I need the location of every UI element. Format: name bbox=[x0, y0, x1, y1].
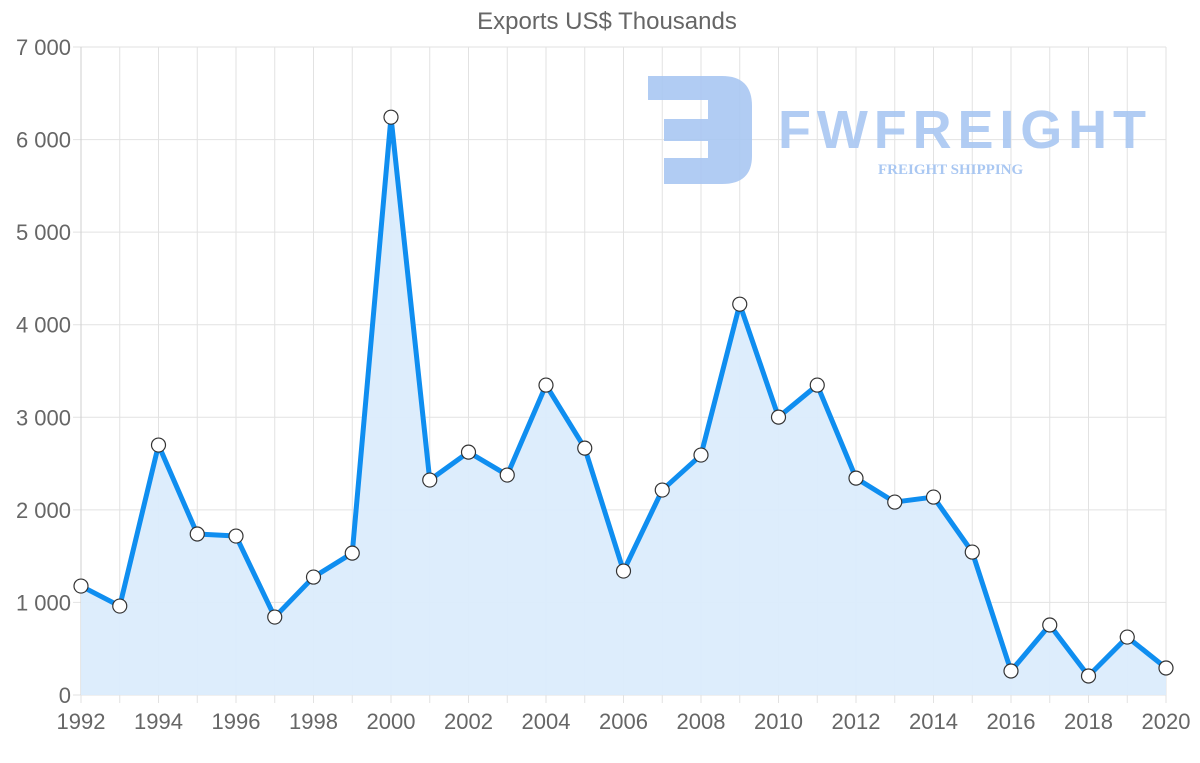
data-point[interactable] bbox=[267, 609, 283, 625]
data-point[interactable] bbox=[305, 569, 322, 585]
data-point[interactable] bbox=[112, 598, 128, 614]
data-point[interactable] bbox=[809, 377, 825, 393]
y-tick-label: 7 000 bbox=[16, 35, 71, 60]
data-point[interactable] bbox=[964, 544, 980, 560]
area-fill bbox=[81, 117, 1166, 696]
y-tick-label: 1 000 bbox=[16, 590, 71, 615]
y-tick-label: 6 000 bbox=[16, 128, 71, 153]
data-point[interactable] bbox=[1080, 668, 1097, 684]
chart-title: Exports US$ Thousands bbox=[477, 8, 737, 35]
data-point[interactable] bbox=[1042, 617, 1058, 633]
data-point[interactable] bbox=[887, 494, 903, 510]
data-point[interactable] bbox=[577, 440, 593, 456]
x-tick-label: 2006 bbox=[599, 709, 648, 734]
data-point[interactable] bbox=[538, 377, 554, 393]
x-tick-label: 2010 bbox=[754, 709, 803, 734]
x-tick-label: 2008 bbox=[677, 709, 726, 734]
data-point[interactable] bbox=[1003, 663, 1019, 679]
watermark-brand: FWFREIGHT bbox=[778, 100, 1146, 160]
data-point[interactable] bbox=[732, 296, 748, 312]
data-point[interactable] bbox=[1158, 660, 1174, 676]
x-tick-label: 2012 bbox=[832, 709, 881, 734]
x-tick-label: 2014 bbox=[909, 709, 958, 734]
watermark-tagline: FREIGHT SHIPPING bbox=[878, 162, 1023, 178]
data-point[interactable] bbox=[383, 109, 399, 125]
data-point[interactable] bbox=[615, 563, 632, 579]
data-point[interactable] bbox=[925, 489, 942, 505]
data-point[interactable] bbox=[848, 470, 864, 486]
data-point[interactable] bbox=[73, 578, 89, 594]
x-tick-label: 2000 bbox=[367, 709, 416, 734]
data-point[interactable] bbox=[460, 444, 477, 460]
data-point[interactable] bbox=[770, 409, 787, 425]
data-point[interactable] bbox=[654, 482, 670, 498]
data-point[interactable] bbox=[189, 526, 205, 542]
y-tick-label: 3 000 bbox=[16, 405, 71, 430]
y-tick-label: 0 bbox=[59, 683, 71, 708]
data-point[interactable] bbox=[693, 447, 709, 463]
series-exports bbox=[73, 109, 1174, 696]
data-point[interactable] bbox=[499, 467, 515, 483]
y-tick-label: 4 000 bbox=[16, 313, 71, 338]
data-point[interactable] bbox=[228, 528, 244, 544]
y-tick-label: 5 000 bbox=[16, 220, 71, 245]
y-tick-label: 2 000 bbox=[16, 498, 71, 523]
x-tick-label: 1996 bbox=[212, 709, 261, 734]
x-tick-label: 1994 bbox=[134, 709, 183, 734]
data-point[interactable] bbox=[1119, 629, 1135, 645]
axis-ticks: 0 1 000 2 000 3 000 4 000 5 000 6 000 7 000 1992… bbox=[16, 35, 1191, 734]
watermark-logo: FWFREIGHT FREIGHT SHIPPING bbox=[648, 76, 1146, 184]
x-tick-label: 2002 bbox=[444, 709, 493, 734]
x-tick-label: 2016 bbox=[987, 709, 1036, 734]
data-point[interactable] bbox=[422, 472, 438, 488]
x-tick-label: 1998 bbox=[289, 709, 338, 734]
data-point[interactable] bbox=[150, 437, 167, 453]
x-tick-label: 2004 bbox=[522, 709, 571, 734]
x-tick-label: 2018 bbox=[1064, 709, 1113, 734]
x-tick-label: 2020 bbox=[1142, 709, 1191, 734]
logo-mark-icon bbox=[648, 76, 752, 184]
data-point[interactable] bbox=[344, 545, 360, 561]
x-tick-label: 1992 bbox=[57, 709, 106, 734]
